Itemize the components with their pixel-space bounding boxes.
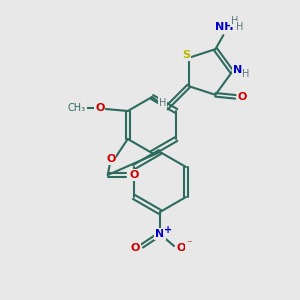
Text: O: O xyxy=(238,92,247,102)
Text: S: S xyxy=(183,50,190,60)
Text: +: + xyxy=(164,225,172,235)
Text: O: O xyxy=(106,154,116,164)
Text: O: O xyxy=(95,103,104,113)
Text: CH₃: CH₃ xyxy=(68,103,86,113)
Text: H: H xyxy=(236,22,243,32)
Text: H: H xyxy=(242,69,250,79)
Text: N: N xyxy=(155,229,165,239)
Text: O: O xyxy=(130,243,140,253)
Text: H: H xyxy=(159,98,166,108)
Text: O: O xyxy=(176,243,186,253)
Text: N: N xyxy=(233,65,243,75)
Text: ⁻: ⁻ xyxy=(186,239,192,249)
Text: O: O xyxy=(129,170,138,180)
Text: NH: NH xyxy=(215,22,234,32)
Text: H: H xyxy=(231,16,238,26)
